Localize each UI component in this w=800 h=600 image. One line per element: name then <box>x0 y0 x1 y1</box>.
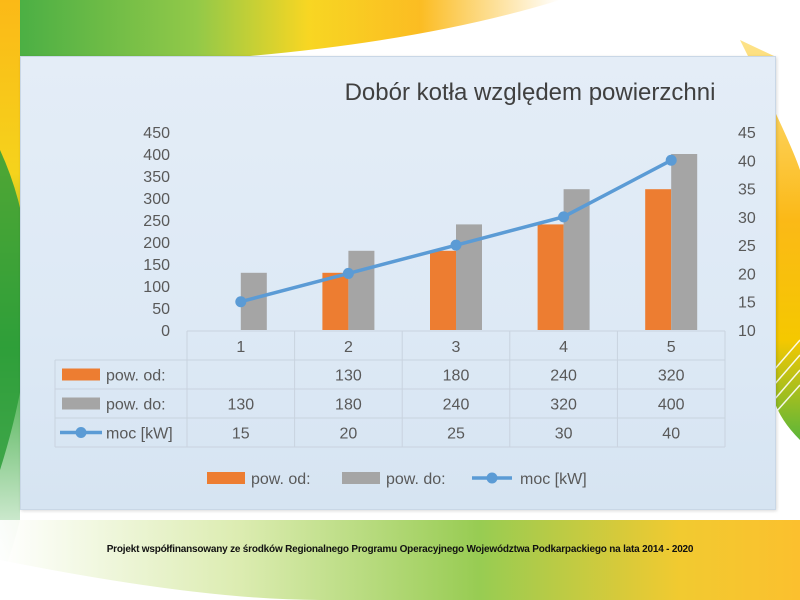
marker-moc <box>235 296 247 308</box>
y-tick-label: 300 <box>143 191 170 208</box>
y-tick-label: 450 <box>143 125 170 142</box>
x-tick-label: 4 <box>559 339 568 356</box>
x-tick-label: 3 <box>452 339 461 356</box>
legend-label: pow. od: <box>251 471 311 488</box>
y-tick-label: 250 <box>143 213 170 230</box>
table-cell: 130 <box>335 368 362 385</box>
marker-moc <box>450 239 462 251</box>
table-cell: 25 <box>447 426 465 443</box>
bar-pow-od <box>645 189 672 330</box>
y-tick-label: 50 <box>152 301 170 318</box>
table-legend-key <box>62 397 100 410</box>
table-cell: 30 <box>555 426 573 443</box>
table-cell: 180 <box>443 368 470 385</box>
table-cell: 15 <box>232 426 250 443</box>
table-series-name: pow. do: <box>106 397 166 414</box>
y-tick-label: 400 <box>143 147 170 164</box>
y2-tick-label: 35 <box>738 182 756 199</box>
table-legend-key <box>62 368 100 381</box>
table-cell: 320 <box>658 368 685 385</box>
table-cell: 320 <box>550 397 577 414</box>
table-cell: 20 <box>340 426 358 443</box>
y2-tick-label: 25 <box>738 238 756 255</box>
table-legend-key <box>75 427 87 438</box>
bar-pow-do <box>348 250 375 330</box>
y2-tick-label: 30 <box>738 210 756 227</box>
marker-moc <box>342 267 354 279</box>
y2-tick-label: 20 <box>738 266 756 283</box>
y-tick-label: 200 <box>143 235 170 252</box>
bar-pow-od <box>430 250 456 330</box>
bar-pow-od <box>537 224 564 330</box>
y-tick-label: 150 <box>143 257 170 274</box>
marker-moc <box>558 211 570 223</box>
x-tick-label: 1 <box>236 339 245 356</box>
y-tick-label: 100 <box>143 279 170 296</box>
y2-tick-label: 10 <box>738 323 756 340</box>
funding-footer: Projekt współfinansowany ze środków Regi… <box>106 544 694 555</box>
x-tick-label: 5 <box>667 339 676 356</box>
table-series-name: moc [kW] <box>106 426 173 443</box>
y-tick-label: 350 <box>143 169 170 186</box>
x-tick-label: 2 <box>344 339 353 356</box>
table-cell: 240 <box>443 397 470 414</box>
y2-tick-label: 15 <box>738 295 756 312</box>
chart-title: Dobór kotła względem powierzchni <box>345 79 716 106</box>
legend-key <box>207 472 245 484</box>
legend-key <box>486 472 498 484</box>
table-cell: 40 <box>662 426 680 443</box>
legend-key <box>342 472 380 484</box>
y2-tick-label: 45 <box>738 125 756 142</box>
legend-label: pow. do: <box>386 471 446 488</box>
table-cell: 240 <box>550 368 577 385</box>
legend-label: moc [kW] <box>520 471 587 488</box>
y2-tick-label: 40 <box>738 153 756 170</box>
marker-moc <box>665 154 677 166</box>
table-cell: 130 <box>227 397 254 414</box>
table-cell: 180 <box>335 397 362 414</box>
table-series-name: pow. od: <box>106 368 166 385</box>
bar-pow-od <box>322 272 349 330</box>
table-cell: 400 <box>658 397 685 414</box>
y-tick-label: 0 <box>161 323 170 340</box>
bar-pow-do <box>671 154 698 330</box>
